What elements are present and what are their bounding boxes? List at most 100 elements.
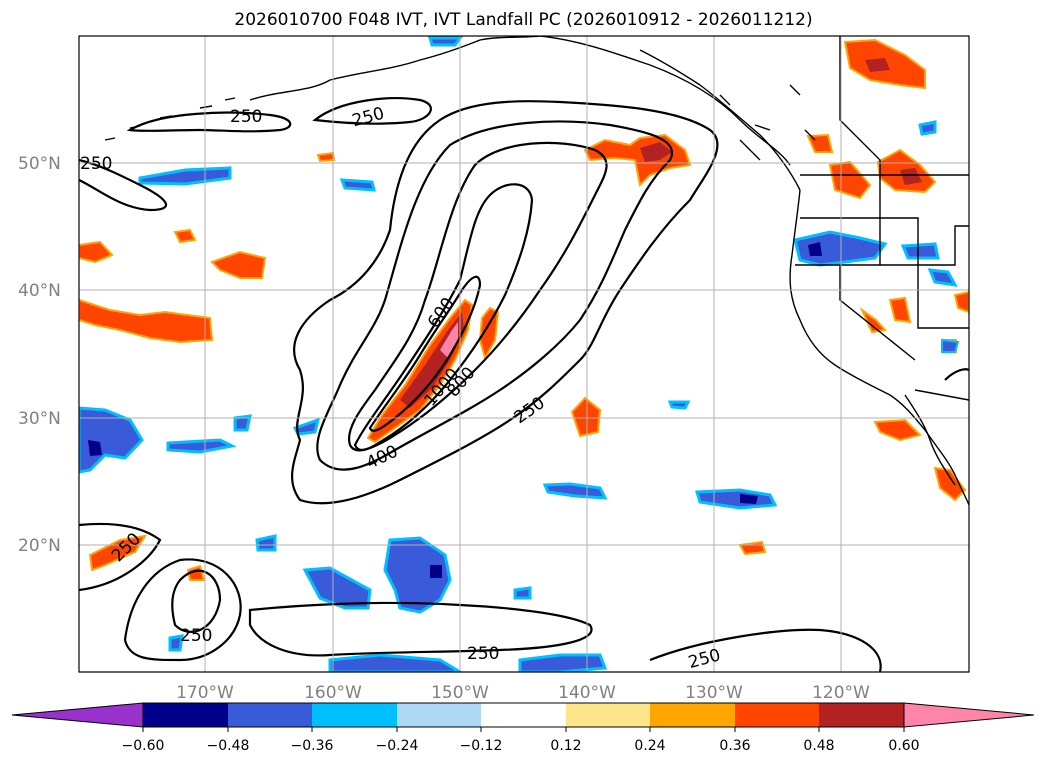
colorbar-segment [650, 703, 735, 727]
neg-west-1 [79, 406, 144, 474]
bc-alberta-border [839, 36, 881, 175]
neg-trop-5 [518, 653, 608, 672]
colorbar-ticks [142, 727, 905, 732]
colorbar-max-extend [903, 702, 1035, 728]
colorbar-tick-label: −0.60 [122, 738, 165, 754]
neg-west-4 [233, 414, 252, 432]
neg-trop-8 [168, 634, 184, 652]
lon-label: 150°W [431, 683, 489, 703]
neg-trop-2-core [430, 565, 442, 578]
az-fill [953, 290, 969, 314]
contour-250-ar [291, 100, 719, 505]
baja-fill [873, 418, 922, 442]
contour-250-ne-coast [944, 368, 969, 381]
lat-label: 30°N [18, 409, 61, 429]
colorbar-segment [143, 703, 228, 727]
contour-label: 250 [467, 644, 499, 664]
ca-fill [859, 307, 887, 334]
colorbar-tick-label: 0.60 [888, 738, 919, 754]
colorbar-tick-labels: −0.60 −0.48 −0.36 −0.24 −0.12 0.12 0.24 … [122, 738, 920, 754]
lat-label: 40°N [18, 281, 61, 301]
neg-trop-1-core [740, 494, 758, 504]
state-borders-5 [918, 225, 969, 266]
alaska-islands [104, 97, 236, 141]
neg-bc [918, 120, 937, 136]
central-fill-2 [173, 228, 197, 244]
state-borders-6 [880, 217, 919, 265]
colorbar-tick-label: 0.48 [803, 738, 834, 754]
alaska-coast [249, 36, 541, 101]
coast-fragments [719, 84, 816, 161]
longitude-labels: 170°W 160°W 150°W 140°W 130°W 120°W [176, 683, 870, 703]
bc-coast [639, 49, 801, 191]
contour-800 [353, 183, 534, 451]
colorbar-segment [566, 703, 650, 727]
neg-nevada [900, 242, 940, 260]
neg-trop-11 [513, 586, 532, 600]
anomaly-fill-layer [79, 36, 969, 672]
colorbar-border [142, 702, 905, 728]
colorbar-segment [397, 703, 481, 727]
lon-label: 160°W [304, 683, 362, 703]
neg-west-1-core [88, 440, 102, 456]
contour-label: 250 [80, 154, 112, 174]
colorbar-segment [819, 703, 904, 727]
neg-west-2 [138, 166, 232, 186]
colorbar-segment [735, 703, 819, 727]
neg-oregon [793, 230, 888, 267]
ar-core-dark [400, 312, 464, 408]
contour-250-north [312, 97, 432, 125]
lat-label: 50°N [18, 154, 61, 174]
colorbar-tick-label: −0.36 [291, 738, 334, 754]
colorbar-tick-label: −0.48 [207, 738, 250, 754]
neg-west-3 [166, 438, 237, 454]
contour-label: 250 [230, 107, 262, 127]
contour-250-south1 [123, 558, 242, 662]
colorbar-tick-label: −0.24 [376, 738, 419, 754]
plot-border [78, 35, 970, 673]
contour-250-se [649, 628, 882, 672]
state-borders-3 [839, 265, 916, 361]
mexico-fill [933, 466, 967, 502]
contour-250-south3 [248, 601, 593, 657]
trop-fill-2 [186, 564, 206, 581]
trop-fill [738, 540, 767, 556]
bc-coast-dark [640, 142, 672, 162]
neg-trop-7 [255, 534, 277, 552]
latitude-labels: 50°N 40°N 30°N 20°N [18, 154, 61, 556]
neg-trop-10 [667, 400, 691, 410]
neg-ak-2 [428, 36, 463, 47]
central-fill-3 [316, 151, 336, 163]
neg-ak [339, 178, 376, 192]
contour-600 [347, 141, 608, 452]
contour-250-nw [126, 111, 292, 133]
contour-250-south2 [171, 569, 222, 633]
alaska-south-coast [539, 36, 791, 166]
central-fill-1 [210, 250, 267, 279]
colorbar-tick-label: 0.36 [719, 738, 750, 754]
dateline-fill-2 [79, 240, 114, 264]
mid-pacific-fill [570, 396, 602, 438]
lon-label: 170°W [176, 683, 234, 703]
colorbar-segment [312, 703, 397, 727]
mexico-border [914, 389, 969, 401]
neg-trop-3 [302, 566, 372, 610]
colorbar-min-extend [11, 702, 144, 728]
lon-label: 140°W [558, 683, 616, 703]
colorbar-tick-label: 0.12 [550, 738, 581, 754]
baja-coast [904, 394, 956, 486]
idaho-dark [900, 168, 922, 185]
neg-utah [927, 268, 958, 287]
colorbar-tick-label: 0.24 [634, 738, 665, 754]
colorbar: −0.60 −0.48 −0.36 −0.24 −0.12 0.12 0.24 … [11, 702, 1035, 754]
contour-250-west [79, 158, 168, 212]
neg-trop-6 [542, 482, 608, 500]
dateline-fill [79, 298, 214, 344]
gridlines [79, 36, 969, 672]
contour-400 [316, 120, 673, 471]
colorbar-segment [481, 703, 566, 727]
coastlines [104, 36, 969, 506]
state-borders-4 [880, 264, 969, 329]
colorbar-tick-label: −0.12 [460, 738, 503, 754]
lon-label: 130°W [685, 683, 743, 703]
